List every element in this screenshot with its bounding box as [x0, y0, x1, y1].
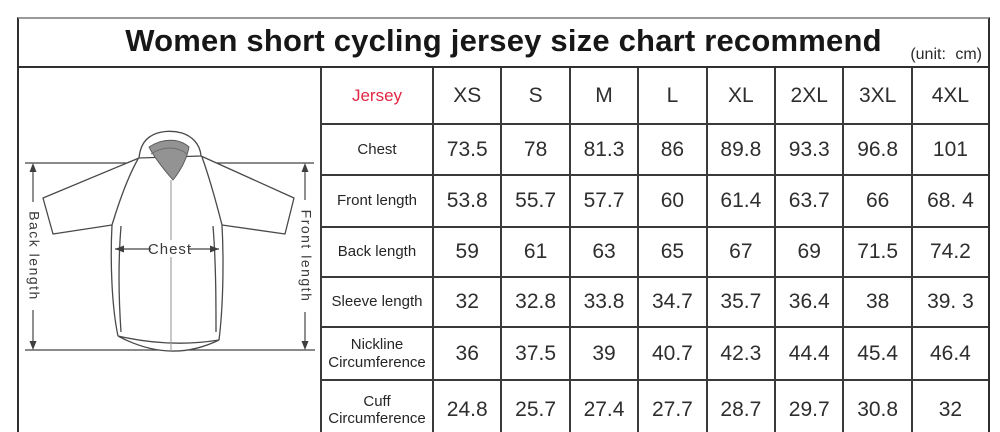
arrowhead-icon — [301, 341, 309, 350]
value-cell: 68. 4 — [910, 174, 988, 228]
size-chart-table: Jersey XS S M L XL 2XL 3XL 4XL Chest 73.5 78 81.3 86 8… — [320, 68, 988, 432]
value-cell: 33.8 — [568, 276, 640, 328]
value-cell: 36.4 — [774, 276, 845, 328]
header-size-cell: 2XL — [774, 68, 845, 125]
value-cell: 42.3 — [705, 326, 777, 381]
row-label-cell: Chest — [320, 123, 434, 176]
row-label-cell: Sleeve length — [320, 276, 434, 328]
value-cell: 63 — [568, 226, 640, 278]
title-bar: Women short cycling jersey size chart re… — [19, 19, 988, 68]
value-cell: 69 — [774, 226, 845, 278]
value-cell: 32.8 — [500, 276, 571, 328]
table-row: Back length 59 61 63 65 67 69 71.5 74.2 — [320, 226, 988, 278]
row-label-cell: Back length — [320, 226, 434, 278]
table-row: Nickline Circumference 36 37.5 39 40.7 42.3 44… — [320, 326, 988, 381]
value-cell: 24.8 — [431, 379, 503, 432]
value-cell: 32 — [431, 276, 503, 328]
value-cell: 27.7 — [637, 379, 708, 432]
arrowhead-icon — [301, 163, 309, 172]
arrowhead-icon — [210, 245, 219, 253]
value-cell: 28.7 — [705, 379, 777, 432]
value-cell: 45.4 — [842, 326, 913, 381]
value-cell: 59 — [431, 226, 503, 278]
value-cell: 67 — [705, 226, 777, 278]
arrowhead-icon — [29, 163, 37, 172]
header-size-cell: 4XL — [910, 68, 988, 125]
value-cell: 30.8 — [842, 379, 913, 432]
value-cell: 96.8 — [842, 123, 913, 176]
value-cell: 46.4 — [910, 326, 988, 381]
value-cell: 66 — [842, 174, 913, 228]
back-length-label: Back length — [26, 211, 42, 301]
table-row: Sleeve length 32 32.8 33.8 34.7 35.7 36.4 38 39.… — [320, 276, 988, 328]
header-jersey-cell: Jersey — [320, 68, 434, 125]
table-row: Cuff Circumference 24.8 25.7 27.4 27.7 28.7 29… — [320, 379, 988, 432]
value-cell: 39 — [568, 326, 640, 381]
value-cell: 32 — [910, 379, 988, 432]
unit-label: (unit: cm) — [910, 46, 982, 63]
value-cell: 63.7 — [774, 174, 845, 228]
value-cell: 73.5 — [431, 123, 503, 176]
content-row: Back length Front length — [19, 68, 988, 432]
value-cell: 71.5 — [842, 226, 913, 278]
value-cell: 65 — [637, 226, 708, 278]
value-cell: 55.7 — [500, 174, 571, 228]
value-cell: 89.8 — [705, 123, 777, 176]
value-cell: 101 — [910, 123, 988, 176]
value-cell: 36 — [431, 326, 503, 381]
header-size-cell: S — [500, 68, 571, 125]
row-label-cell: Cuff Circumference — [320, 379, 434, 432]
jersey-diagram: Back length Front length — [19, 68, 320, 432]
value-cell: 34.7 — [637, 276, 708, 328]
value-cell: 57.7 — [568, 174, 640, 228]
table-row: Front length 53.8 55.7 57.7 60 61.4 63.7 66 68. … — [320, 174, 988, 228]
header-size-cell: M — [568, 68, 640, 125]
row-label-cell: Front length — [320, 174, 434, 228]
value-cell: 60 — [637, 174, 708, 228]
table-row: Chest 73.5 78 81.3 86 89.8 93.3 96.8 101 — [320, 123, 988, 176]
chart-frame: Women short cycling jersey size chart re… — [17, 17, 990, 432]
value-cell: 25.7 — [500, 379, 571, 432]
chest-label: Chest — [148, 241, 192, 258]
value-cell: 44.4 — [774, 326, 845, 381]
value-cell: 93.3 — [774, 123, 845, 176]
arrowhead-icon — [29, 341, 37, 350]
front-length-label: Front length — [298, 210, 314, 303]
row-label-cell: Nickline Circumference — [320, 326, 434, 381]
value-cell: 74.2 — [910, 226, 988, 278]
value-cell: 61 — [500, 226, 571, 278]
value-cell: 61.4 — [705, 174, 777, 228]
header-size-cell: 3XL — [842, 68, 913, 125]
arrowhead-icon — [115, 245, 124, 253]
header-size-cell: L — [637, 68, 708, 125]
value-cell: 86 — [637, 123, 708, 176]
value-cell: 81.3 — [568, 123, 640, 176]
table-header-row: Jersey XS S M L XL 2XL 3XL 4XL — [320, 68, 988, 125]
value-cell: 29.7 — [774, 379, 845, 432]
header-size-cell: XL — [705, 68, 777, 125]
value-cell: 39. 3 — [910, 276, 988, 328]
value-cell: 53.8 — [431, 174, 503, 228]
value-cell: 38 — [842, 276, 913, 328]
value-cell: 27.4 — [568, 379, 640, 432]
header-size-cell: XS — [431, 68, 503, 125]
jersey-svg: Back length Front length — [25, 130, 315, 352]
value-cell: 37.5 — [500, 326, 571, 381]
page-title: Women short cycling jersey size chart re… — [125, 23, 882, 58]
value-cell: 35.7 — [705, 276, 777, 328]
value-cell: 78 — [500, 123, 571, 176]
value-cell: 40.7 — [637, 326, 708, 381]
